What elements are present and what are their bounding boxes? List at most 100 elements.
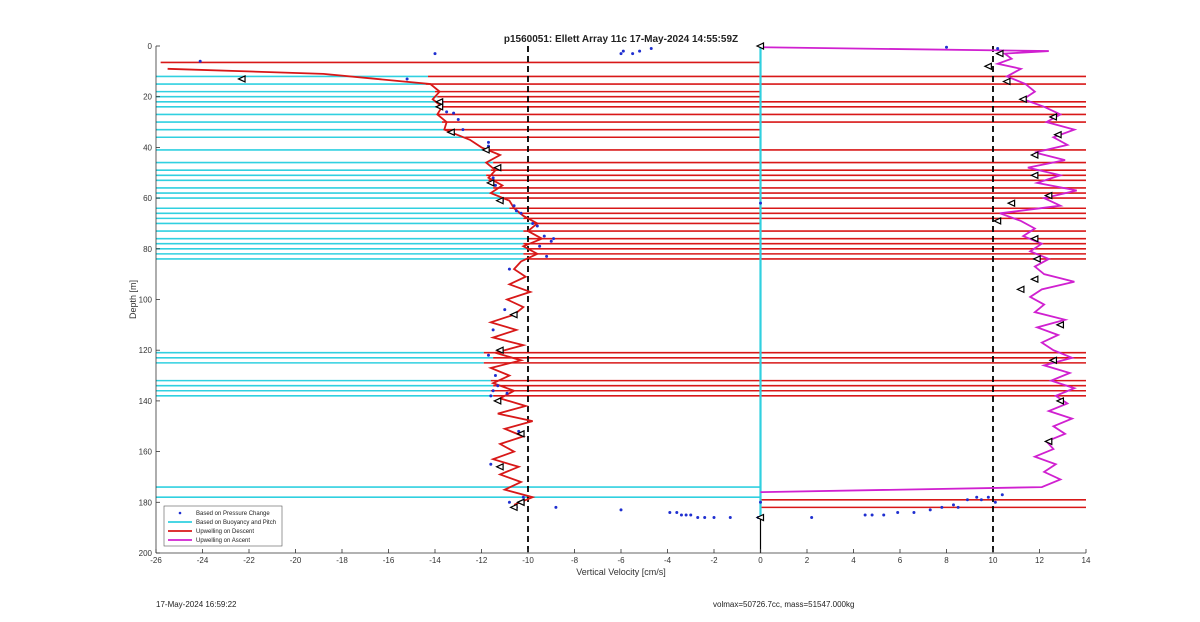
pressure-dot (979, 498, 983, 502)
pressure-dot (493, 374, 497, 378)
pressure-dot (519, 211, 523, 215)
pressure-dot (517, 429, 521, 433)
pressure-dot (461, 128, 465, 132)
triangle-marker (1043, 437, 1053, 446)
pressure-dot (668, 510, 672, 514)
pressure-dot (445, 110, 449, 114)
pressure-dot (552, 237, 556, 241)
pressure-dot (956, 505, 960, 509)
x-tick-label: -6 (617, 556, 625, 565)
pressure-dot (619, 52, 623, 56)
pressure-dot (621, 49, 625, 53)
x-tick-label: 4 (851, 556, 856, 565)
pressure-dot (703, 516, 707, 520)
pressure-dot (945, 45, 948, 49)
x-tick-label: -10 (522, 556, 534, 565)
triangle-marker (1055, 320, 1065, 329)
pressure-dot (507, 267, 511, 271)
pressure-dot (810, 516, 814, 520)
x-tick-label: -16 (383, 556, 395, 565)
x-tick-label: 10 (989, 556, 998, 565)
pressure-dot (489, 462, 493, 466)
triangle-marker (495, 346, 504, 355)
triangle-marker (492, 163, 502, 172)
x-tick-label: -14 (429, 556, 441, 565)
triangle-marker (237, 75, 246, 83)
x-tick-label: -4 (664, 556, 672, 565)
legend-label: Based on Pressure Change (196, 511, 270, 517)
x-tick-label: -26 (150, 556, 162, 565)
footer-volmax-mass: volmax=50726.7cc, mass=51547.000kg (713, 600, 855, 609)
y-tick-label: 100 (139, 296, 153, 305)
pressure-dot (986, 495, 990, 499)
triangle-marker (446, 128, 455, 137)
pressure-dot (684, 513, 688, 517)
x-tick-label: 2 (805, 556, 810, 565)
pressure-dot (996, 47, 1000, 51)
pressure-dot (512, 204, 516, 208)
triangle-marker (992, 216, 1002, 225)
x-tick-label: -22 (243, 556, 255, 565)
pressure-dot (456, 118, 460, 122)
pressure-dot (486, 140, 490, 144)
pressure-dot (759, 500, 762, 504)
triangle-marker (509, 310, 518, 319)
x-tick-label: 12 (1035, 556, 1044, 565)
pressure-dot (535, 224, 539, 228)
pressure-dot (689, 513, 693, 517)
triangle-marker (1006, 199, 1016, 208)
triangle-marker (1048, 356, 1058, 365)
pressure-dot (882, 513, 886, 517)
triangle-marker (492, 396, 502, 405)
pressure-dot (496, 384, 500, 388)
triangle-marker (1055, 396, 1065, 405)
pressure-dot (896, 510, 900, 514)
pressure-dot (491, 328, 495, 332)
y-tick-label: 0 (148, 42, 153, 51)
pressure-dot (503, 308, 507, 312)
triangle-marker (1053, 130, 1062, 139)
triangle-marker (1029, 234, 1039, 243)
x-tick-label: -8 (571, 556, 579, 565)
series-upwelling-ascent (760, 46, 1078, 494)
x-tick-label: -18 (336, 556, 348, 565)
pressure-dot (993, 500, 997, 504)
pressure-dot (198, 59, 202, 63)
pressure-dot (489, 394, 493, 398)
pressure-dot (514, 209, 518, 213)
series-upwelling-descent (167, 67, 545, 506)
triangle-marker (1015, 285, 1025, 294)
legend-label: Based on Buoyancy and Pitch (196, 520, 276, 526)
legend-label: Upwelling on Descent (196, 529, 254, 535)
pressure-dot (712, 516, 716, 520)
pressure-dot (538, 244, 542, 248)
pressure-dot (521, 495, 525, 499)
y-tick-label: 140 (139, 397, 153, 406)
axes: -26 -24 -22 -20 -18 -16 -14 -12 -10 -8 -6 -4 -2 0 2 4 6 8… (139, 42, 1091, 565)
triangle-marker (1018, 95, 1027, 104)
chart-title: p1560051: Ellett Array 11c 17-May-2024 1… (504, 34, 738, 45)
x-tick-label: 6 (898, 556, 903, 565)
x-tick-label: -2 (710, 556, 718, 565)
x-axis-title: Vertical Velocity [cm/s] (576, 567, 666, 577)
triangle-marker (755, 513, 765, 522)
triangle-marker (485, 178, 495, 187)
pressure-dot (679, 513, 683, 517)
pressure-dot (491, 389, 495, 393)
pressure-dot (951, 503, 955, 507)
pressure-dot (491, 176, 495, 180)
triangle-marker (481, 145, 490, 154)
pressure-dot (531, 221, 535, 225)
y-tick-label: 160 (139, 448, 153, 457)
x-tick-label: 0 (758, 556, 763, 565)
y-axis-title: Depth [m] (128, 280, 138, 319)
pressure-dot (696, 516, 700, 520)
y-tick-label: 80 (143, 245, 152, 254)
triangle-marker (434, 97, 444, 106)
y-tick-label: 180 (139, 498, 153, 507)
pressure-dot (505, 391, 509, 395)
pressure-dot (405, 77, 409, 81)
triangle-marker (1032, 255, 1041, 263)
triangle-marker (755, 42, 765, 50)
y-tick-label: 20 (143, 93, 152, 102)
